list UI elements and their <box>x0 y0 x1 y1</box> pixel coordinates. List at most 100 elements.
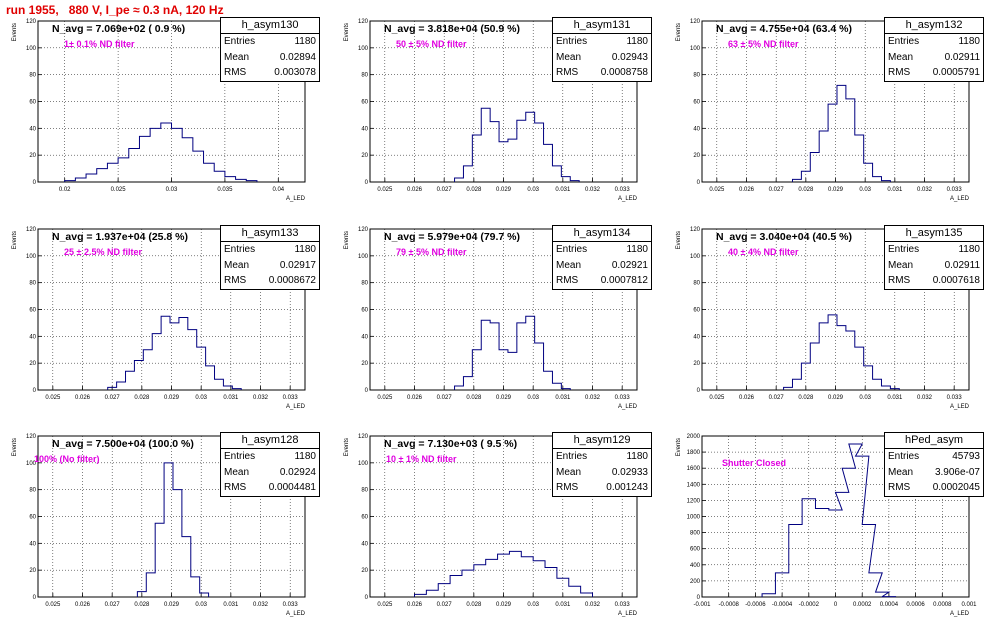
x-tick-label: 0.02 <box>59 187 71 193</box>
y-tick-label: 120 <box>26 434 37 440</box>
histogram-bin <box>819 131 828 182</box>
stat-rms-value: 0.0005791 <box>932 67 980 78</box>
stat-rms-label: RMS <box>556 482 579 493</box>
x-tick-label: 0.03 <box>527 187 539 193</box>
stat-entries-value: 1180 <box>626 244 648 255</box>
stat-rms-row: RMS 0.0005791 <box>885 65 983 81</box>
x-tick-label: 0.028 <box>134 395 150 401</box>
stats-box: h_asym128 Entries 1180 Mean 0.02924 RMS 0.0004… <box>220 432 320 497</box>
y-tick-label: 120 <box>358 434 369 440</box>
histogram-bin <box>139 136 150 182</box>
x-tick-label: 0.029 <box>164 602 180 608</box>
x-axis-label: A_LED <box>286 611 306 617</box>
x-tick-label: 0.033 <box>615 187 631 193</box>
histogram-bin <box>204 163 215 182</box>
x-tick-label: -0.001 <box>693 602 711 608</box>
histogram-line <box>761 443 897 598</box>
y-tick-label: 0 <box>365 180 369 186</box>
x-tick-label: 0.031 <box>223 395 239 401</box>
stat-mean-row: Mean 0.02924 <box>221 465 319 481</box>
stats-box: h_asym133 Entries 1180 Mean 0.02917 RMS 0.0008… <box>220 225 320 290</box>
x-tick-label: 0.033 <box>283 395 299 401</box>
stat-entries-value: 1180 <box>626 36 648 47</box>
stat-entries-label: Entries <box>888 244 920 255</box>
histogram-plot: -0.001 -0.0008 -0.0006 -0.0004 -0.0002 0 0.000… <box>676 434 977 617</box>
y-tick-label: 120 <box>26 19 37 25</box>
stat-rms-label: RMS <box>224 482 247 493</box>
stat-rms-label: RMS <box>224 275 247 286</box>
x-axis-label: A_LED <box>286 404 306 410</box>
x-tick-label: 0.03 <box>859 187 871 193</box>
y-tick-label: 0 <box>697 595 701 601</box>
stat-entries-value: 1180 <box>294 451 316 462</box>
stat-mean-row: Mean 0.02933 <box>553 465 651 481</box>
x-tick-label: 0.029 <box>496 395 512 401</box>
x-tick-label: 0.03 <box>195 395 207 401</box>
y-axis-label: Events <box>676 23 682 41</box>
histogram-bin <box>191 577 200 597</box>
stat-entries-row: Entries 1180 <box>221 34 319 50</box>
y-tick-label: 1600 <box>687 466 701 472</box>
x-tick-label: 0.028 <box>798 395 814 401</box>
x-axis-label: A_LED <box>286 196 306 202</box>
histogram-bin <box>535 343 544 390</box>
histogram-bin <box>129 148 140 182</box>
histogram-bin <box>86 174 97 182</box>
x-tick-label: 0.001 <box>961 602 977 608</box>
stat-mean-row: Mean 0.02943 <box>553 50 651 66</box>
x-axis-label: A_LED <box>950 196 970 202</box>
x-tick-label: 0.0008 <box>933 602 952 608</box>
histogram-bin <box>206 366 215 390</box>
y-tick-label: 100 <box>690 254 701 260</box>
stat-entries-row: Entries 1180 <box>553 242 651 258</box>
stat-entries-label: Entries <box>556 36 588 47</box>
x-tick-label: 0.026 <box>407 395 423 401</box>
histogram-bin <box>161 123 172 182</box>
x-tick-label: 0.029 <box>496 602 512 608</box>
filter-label: 25 ± 2.5% ND filter <box>64 247 142 257</box>
histogram-bin <box>789 525 802 597</box>
stats-box: h_asym134 Entries 1180 Mean 0.02921 RMS 0.0007… <box>552 225 652 290</box>
y-tick-label: 20 <box>361 568 368 574</box>
y-axis-label: Events <box>676 231 682 249</box>
x-tick-label: 0.032 <box>253 395 269 401</box>
stat-rms-value: 0.0007618 <box>932 275 980 286</box>
x-tick-label: 0.026 <box>407 187 423 193</box>
histogram-bin <box>155 523 164 597</box>
histogram-bin <box>179 318 188 390</box>
x-tick-label: -0.0006 <box>745 602 766 608</box>
histogram-bin <box>117 382 126 390</box>
stat-rms-value: 0.0008672 <box>268 275 316 286</box>
x-axis-label: A_LED <box>618 404 638 410</box>
x-tick-label: 0.03 <box>166 187 178 193</box>
histogram-name: h_asym131 <box>553 18 651 34</box>
x-tick-label: 0.025 <box>111 187 127 193</box>
histogram-bin <box>569 586 581 597</box>
stat-entries-value: 1180 <box>626 451 648 462</box>
stat-mean-value: 0.02943 <box>611 51 648 63</box>
x-tick-label: 0.025 <box>377 602 393 608</box>
histogram-bin <box>837 85 846 182</box>
histogram-bin <box>855 347 864 390</box>
histogram-bin <box>197 347 206 390</box>
filter-label: 63 ± 5% ND filter <box>728 39 799 49</box>
y-tick-label: 100 <box>358 461 369 467</box>
histogram-pad-h_asym129: 0.025 0.026 0.027 0.028 0.029 0.03 0.031 0.032 0… <box>332 432 652 622</box>
histogram-line <box>783 314 900 390</box>
histogram-bin <box>118 158 129 182</box>
x-tick-label: 0.025 <box>377 395 393 401</box>
stat-rms-value: 0.0002045 <box>932 482 980 493</box>
x-tick-label: 0.031 <box>887 187 903 193</box>
x-tick-label: 0.028 <box>466 395 482 401</box>
stat-entries-row: Entries 1180 <box>553 34 651 50</box>
histogram-bin <box>846 99 855 182</box>
histogram-pad-h_asym128: 0.025 0.026 0.027 0.028 0.029 0.03 0.031 0.032 0… <box>0 432 320 622</box>
y-tick-label: 120 <box>358 227 369 233</box>
stat-entries-row: Entries 1180 <box>553 449 651 465</box>
x-tick-label: 0.031 <box>555 395 571 401</box>
histogram-bin <box>552 383 561 390</box>
histogram-bin <box>214 171 225 182</box>
y-tick-label: 120 <box>690 19 701 25</box>
x-tick-label: 0.026 <box>407 602 423 608</box>
stat-rms-row: RMS 0.0008758 <box>553 65 651 81</box>
